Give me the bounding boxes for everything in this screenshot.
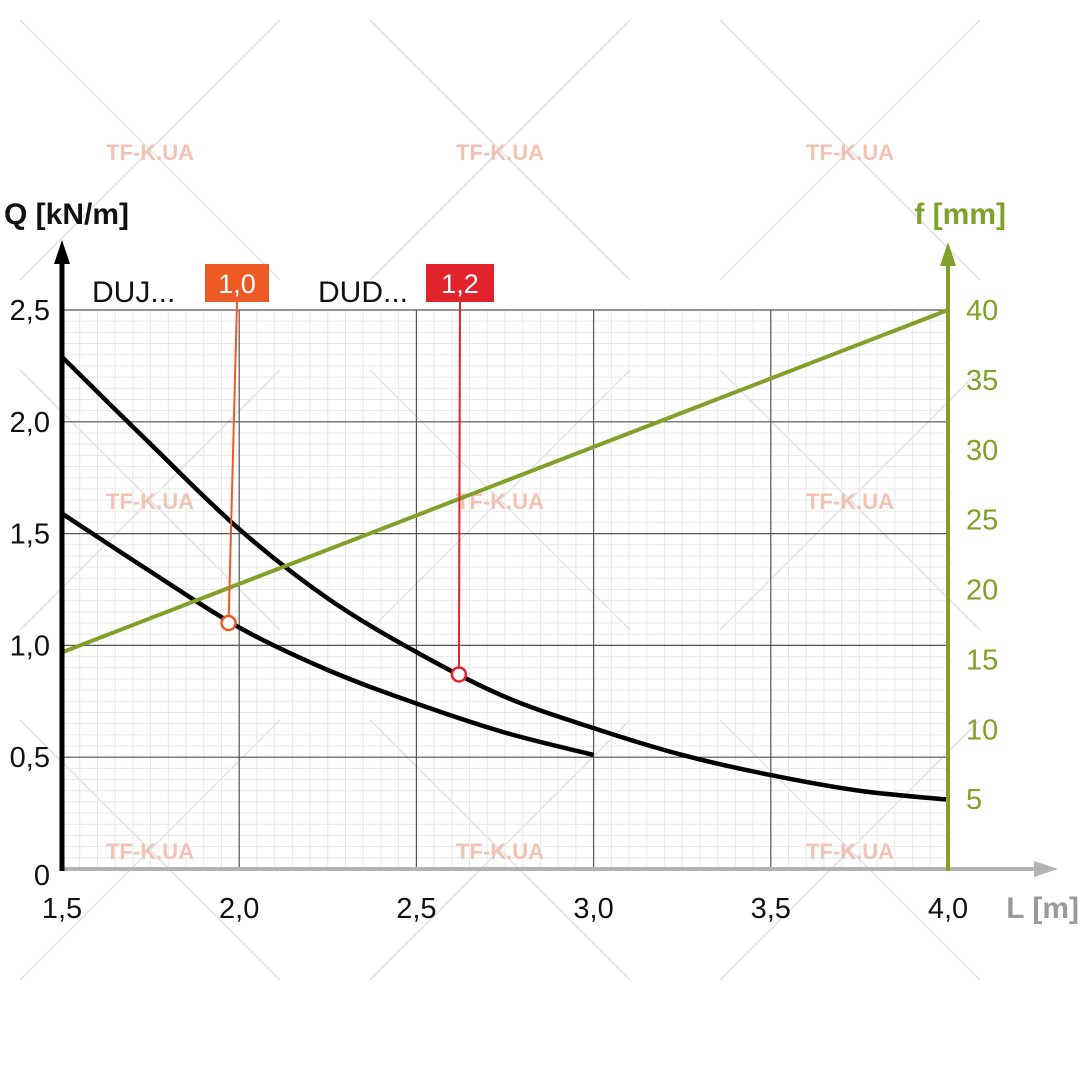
series-label-duj: DUJ... bbox=[92, 276, 175, 309]
marker-badge bbox=[426, 264, 494, 302]
left-axis-arrow-icon bbox=[54, 240, 70, 264]
series-line-1 bbox=[60, 355, 949, 802]
right-tick-label: 10 bbox=[966, 714, 998, 746]
tick-labels: 1,5 2,0 2,5 3,0 3,5 4,0 0 0,5 1,0 1,5 2,0 2,5 5 10 15 2… bbox=[10, 295, 999, 925]
right-tick-label: 5 bbox=[966, 784, 982, 816]
series-label-dud: DUD... bbox=[318, 276, 408, 309]
x-tick-label: 1,5 bbox=[42, 893, 82, 925]
marker-leader-line bbox=[227, 301, 238, 624]
axes bbox=[54, 240, 1058, 877]
marker-point bbox=[220, 614, 237, 632]
marker-badge bbox=[205, 264, 269, 302]
right-tick-label: 15 bbox=[966, 644, 998, 676]
x-axis-title: L [m] bbox=[1006, 892, 1079, 925]
left-tick-label: 1,5 bbox=[10, 519, 50, 551]
decor-diagonal bbox=[369, 719, 631, 981]
series-layer bbox=[60, 308, 949, 802]
left-tick-label: 0 bbox=[34, 860, 50, 892]
right-tick-label: 20 bbox=[966, 575, 998, 607]
decor-diagonal bbox=[719, 719, 981, 981]
background-decoration bbox=[19, 19, 981, 981]
right-tick-label: 25 bbox=[966, 505, 998, 537]
watermark-text: TF-K.UA bbox=[106, 489, 194, 514]
marker-point bbox=[450, 666, 468, 683]
markers-layer: 1,0 1,2 bbox=[205, 264, 494, 683]
marker-badge-label: 1,2 bbox=[441, 269, 479, 299]
left-tick-label: 1,0 bbox=[10, 630, 50, 662]
marker-leader-line bbox=[457, 301, 461, 675]
major-grid bbox=[62, 309, 948, 869]
right-axis-title: f [mm] bbox=[914, 198, 1006, 231]
watermark-text: TF-K.UA bbox=[806, 489, 894, 514]
x-tick-label: 3,0 bbox=[573, 893, 613, 925]
right-tick-label: 30 bbox=[966, 435, 998, 467]
left-axis-title: Q [kN/m] bbox=[4, 198, 129, 231]
watermark-text: TF-K.UA bbox=[806, 839, 894, 864]
watermark-text: TF-K.UA bbox=[456, 489, 544, 514]
watermark-text: TF-K.UA bbox=[456, 140, 544, 165]
x-tick-label: 3,5 bbox=[751, 893, 791, 925]
left-tick-label: 2,5 bbox=[10, 295, 50, 327]
right-axis-arrow-icon bbox=[940, 242, 956, 266]
right-tick-label: 35 bbox=[966, 365, 998, 397]
watermark-text: TF-K.UA bbox=[456, 839, 544, 864]
x-tick-label: 2,5 bbox=[396, 893, 436, 925]
watermark-text: TF-K.UA bbox=[806, 140, 894, 165]
right-tick-label: 40 bbox=[966, 295, 998, 327]
left-tick-label: 2,0 bbox=[10, 407, 50, 439]
x-tick-label: 4,0 bbox=[928, 893, 968, 925]
x-tick-label: 2,0 bbox=[219, 893, 259, 925]
series-line-2 bbox=[61, 308, 949, 655]
left-tick-label: 0,5 bbox=[10, 742, 50, 774]
watermarks: TF-K.UA TF-K.UA TF-K.UA TF-K.UA TF-K.UA TF-K.… bbox=[106, 140, 894, 864]
watermark-text: TF-K.UA bbox=[106, 140, 194, 165]
series-line-0 bbox=[60, 511, 595, 758]
x-axis-arrow-icon bbox=[1034, 861, 1058, 877]
decor-diagonal bbox=[369, 19, 631, 281]
decor-diagonal bbox=[719, 19, 981, 281]
marker-badge-label: 1,0 bbox=[218, 269, 256, 299]
decor-diagonal bbox=[19, 19, 281, 281]
watermark-text: TF-K.UA bbox=[106, 839, 194, 864]
decor-diagonal bbox=[19, 719, 281, 981]
